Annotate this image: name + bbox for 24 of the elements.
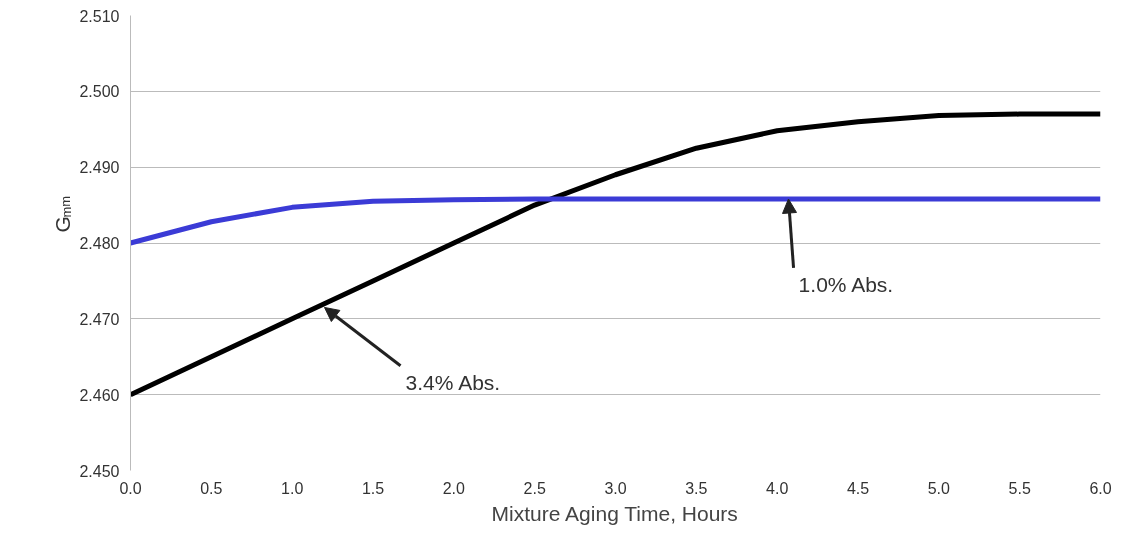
- x-tick-label: 5.5: [1008, 479, 1031, 497]
- y-tick-label: 2.500: [79, 83, 120, 101]
- x-tick-label: 0.0: [119, 479, 142, 497]
- x-tick-label: 3.0: [604, 479, 627, 497]
- y-axis-title: Gmm: [50, 195, 74, 233]
- x-tick-label: 3.5: [685, 479, 708, 497]
- x-tick-label: 4.5: [846, 479, 870, 497]
- y-tick-label: 2.490: [79, 159, 120, 177]
- x-axis-title: Mixture Aging Time, Hours: [491, 501, 738, 525]
- y-tick-label: 2.480: [79, 235, 120, 252]
- x-tick-label: 5.0: [927, 479, 951, 497]
- x-tick-label: 2.0: [442, 479, 466, 497]
- x-tick-label: 0.5: [200, 479, 223, 497]
- y-tick-label: 2.460: [79, 386, 120, 404]
- x-tick-label: 2.5: [523, 479, 546, 497]
- x-tick-label: 4.0: [766, 479, 789, 497]
- y-tick-label: 2.470: [79, 310, 120, 328]
- y-tick-label: 2.510: [79, 7, 120, 25]
- annotation: 3.4% Abs.: [405, 371, 501, 395]
- y-tick-label: 2.450: [79, 462, 120, 480]
- annotation: 1.0% Abs.: [798, 273, 894, 297]
- x-tick-label: 1.0: [281, 479, 304, 497]
- x-tick-label: 1.5: [361, 479, 385, 497]
- x-tick-label: 6.0: [1089, 479, 1112, 497]
